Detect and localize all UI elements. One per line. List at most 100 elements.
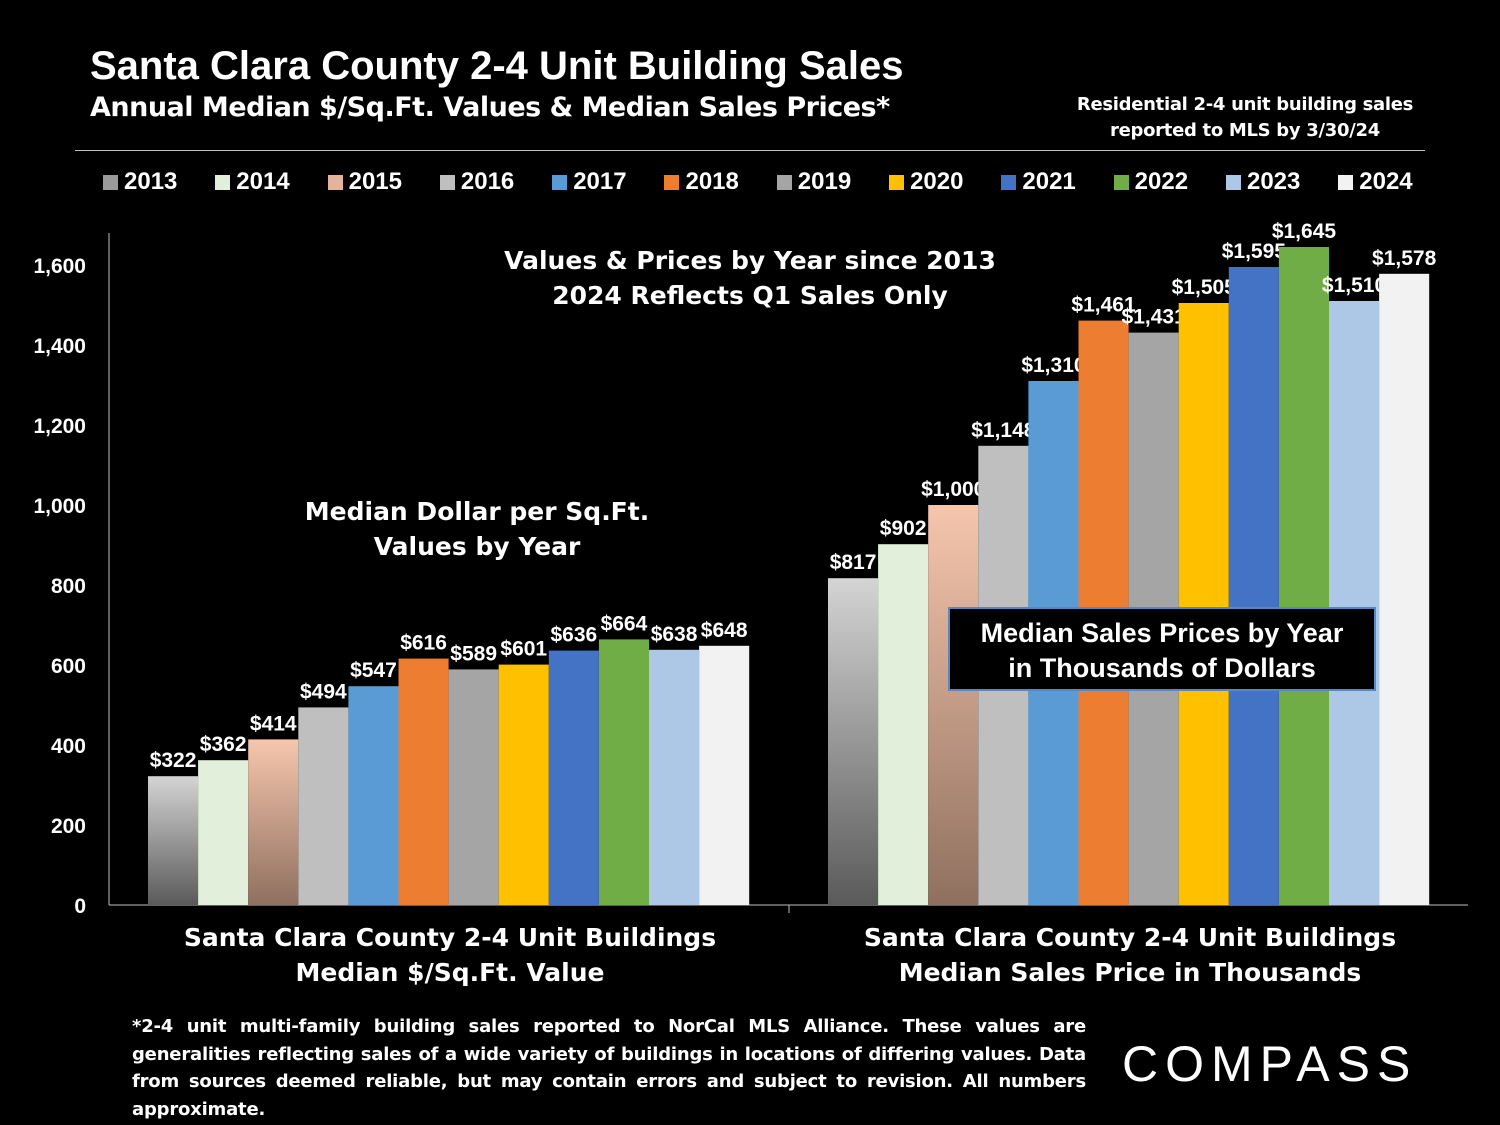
x-axis-group-1-line1: Santa Clara County 2-4 Unit Buildings xyxy=(183,923,717,952)
legend-swatch-2013 xyxy=(103,174,118,190)
y-tick-label: 1,400 xyxy=(33,335,86,358)
legend-swatch-2015 xyxy=(327,174,343,190)
y-tick-label: 1,200 xyxy=(33,415,86,438)
footnote: *2-4 unit multi-family building sales re… xyxy=(132,1016,1086,1120)
legend-label-2022: 2022 xyxy=(1134,168,1189,195)
bar-2024-group1 xyxy=(699,645,750,905)
legend-item-2023: 2023 xyxy=(1225,166,1338,198)
legend-label-2013: 2013 xyxy=(124,168,178,195)
legend-item-2019: 2019 xyxy=(776,166,889,198)
note-line-1: Residential 2-4 unit building sales xyxy=(1076,94,1414,115)
data-label-2019-group1: $589 xyxy=(450,642,497,665)
annotation-prices-line1: Median Sales Prices by Year xyxy=(980,618,1344,648)
chart-legend: 2013 2014 2015 2016 2017 2018 2019 2020 2021 2022… xyxy=(103,166,1451,198)
data-label-2020-group1: $601 xyxy=(500,638,547,661)
annotation-years: Values & Prices by Year since 2013 2024 … xyxy=(500,243,1000,313)
bar-2016-group1 xyxy=(298,707,349,905)
data-label-2017-group2: $1,310 xyxy=(1021,354,1085,377)
data-label-2015-group1: $414 xyxy=(250,712,297,735)
legend-item-2013: 2013 xyxy=(103,166,215,198)
data-label-2016-group1: $494 xyxy=(300,680,347,703)
bar-2014-group1 xyxy=(198,760,249,905)
data-label-2014-group2: $902 xyxy=(880,517,927,540)
legend-item-2020: 2020 xyxy=(889,166,1001,198)
page-title: Santa Clara County 2-4 Unit Building Sal… xyxy=(90,44,904,88)
legend-item-2018: 2018 xyxy=(664,166,776,198)
data-label-2021-group2: $1,595 xyxy=(1222,240,1287,263)
x-axis-group-1-label: Santa Clara County 2-4 Unit Buildings Me… xyxy=(180,920,720,990)
legend-label-2016: 2016 xyxy=(460,168,515,195)
logo-text: COMPASS xyxy=(1122,1036,1418,1092)
bar-2014-group2 xyxy=(878,544,929,905)
bar-2017-group1 xyxy=(348,686,399,905)
legend-label-2021: 2021 xyxy=(1022,168,1076,195)
annotation-sqft: Median Dollar per Sq.Ft. Values by Year xyxy=(277,494,677,564)
data-label-2013-group1: $322 xyxy=(150,749,197,772)
y-tick-label: 1,000 xyxy=(33,495,86,518)
legend-label-2023: 2023 xyxy=(1246,168,1301,195)
bar-2024-group2 xyxy=(1379,273,1430,905)
header-divider xyxy=(75,150,1425,151)
legend-label-2019: 2019 xyxy=(797,168,852,195)
note-line-2: reported to MLS by 3/30/24 xyxy=(1110,120,1380,141)
legend-item-2016: 2016 xyxy=(439,166,552,198)
legend-swatch-2020 xyxy=(889,174,905,190)
x-axis-group-2-line2: Median Sales Price in Thousands xyxy=(898,958,1362,987)
legend-swatch-2017 xyxy=(552,174,568,190)
data-label-2014-group1: $362 xyxy=(200,733,247,756)
data-source-note: Residential 2-4 unit building sales repo… xyxy=(1060,92,1430,144)
legend-label-2020: 2020 xyxy=(910,168,964,195)
legend-label-2014: 2014 xyxy=(236,168,290,195)
legend-item-2014: 2014 xyxy=(215,166,327,198)
bar-2020-group2 xyxy=(1178,303,1229,905)
legend-swatch-2023 xyxy=(1225,174,1241,190)
legend-label-2018: 2018 xyxy=(685,168,739,195)
bar-2015-group1 xyxy=(248,739,299,905)
annotation-sqft-line1: Median Dollar per Sq.Ft. xyxy=(304,497,650,526)
y-tick-label: 400 xyxy=(51,735,86,758)
y-tick-label: 0 xyxy=(74,895,86,918)
data-label-2018-group2: $1,461 xyxy=(1071,294,1136,317)
annotation-years-line2: 2024 Reflects Q1 Sales Only xyxy=(552,281,948,310)
legend-label-2015: 2015 xyxy=(348,168,402,195)
annotation-years-line1: Values & Prices by Year since 2013 xyxy=(504,246,996,275)
legend-swatch-2021 xyxy=(1001,174,1017,190)
annotation-sqft-line2: Values by Year xyxy=(373,532,581,561)
x-axis-group-2-label: Santa Clara County 2-4 Unit Buildings Me… xyxy=(860,920,1400,990)
legend-item-2024: 2024 xyxy=(1338,166,1450,198)
legend-item-2022: 2022 xyxy=(1113,166,1226,198)
legend-label-2017: 2017 xyxy=(573,168,627,195)
legend-swatch-2014 xyxy=(215,174,231,190)
legend-swatch-2024 xyxy=(1338,174,1354,190)
bar-2020-group1 xyxy=(498,664,549,905)
legend-swatch-2022 xyxy=(1113,174,1129,190)
legend-swatch-2019 xyxy=(776,174,792,190)
bar-2022-group1 xyxy=(598,639,649,905)
y-tick-label: 600 xyxy=(51,655,86,678)
y-tick-label: 200 xyxy=(51,815,86,838)
data-label-2017-group1: $547 xyxy=(350,659,397,682)
bar-2023-group2 xyxy=(1329,301,1380,905)
legend-item-2021: 2021 xyxy=(1001,166,1113,198)
compass-logo: COMPASS xyxy=(1122,1032,1417,1096)
page-subtitle: Annual Median $/Sq.Ft. Values & Median S… xyxy=(90,92,890,123)
legend-label-2024: 2024 xyxy=(1359,168,1413,195)
bar-2013-group1 xyxy=(148,776,199,905)
data-label-2015-group2: $1,000 xyxy=(921,478,985,501)
bar-2022-group2 xyxy=(1278,247,1329,905)
x-axis-group-1-line2: Median $/Sq.Ft. Value xyxy=(295,958,605,987)
y-tick-label: 1,600 xyxy=(33,255,86,278)
data-label-2022-group2: $1,645 xyxy=(1272,220,1337,243)
data-label-2023-group1: $638 xyxy=(651,623,698,646)
data-label-2021-group1: $636 xyxy=(550,624,597,647)
bar-2015-group2 xyxy=(928,505,979,905)
annotation-prices-line2: in Thousands of Dollars xyxy=(1008,653,1316,683)
bar-2021-group2 xyxy=(1228,267,1279,905)
annotation-prices-box: Median Sales Prices by Year in Thousands… xyxy=(948,607,1376,691)
data-label-2020-group2: $1,505 xyxy=(1172,276,1237,299)
legend-item-2015: 2015 xyxy=(327,166,440,198)
data-label-2018-group1: $616 xyxy=(400,632,447,655)
data-label-2024-group2: $1,578 xyxy=(1372,247,1437,270)
data-label-2019-group2: $1,431 xyxy=(1122,306,1187,329)
legend-swatch-2018 xyxy=(664,174,680,190)
